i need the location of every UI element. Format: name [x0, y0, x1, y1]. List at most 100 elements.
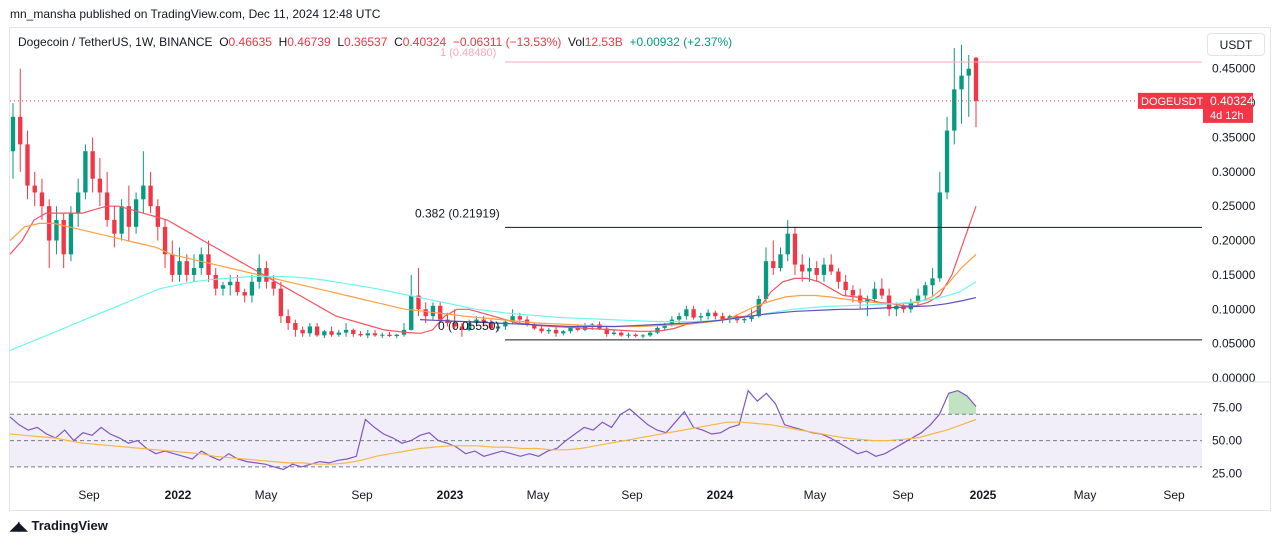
high-value: 0.46739	[287, 35, 331, 49]
moving-average-line	[419, 297, 977, 328]
candle-body	[285, 316, 291, 324]
candle-body	[771, 261, 776, 269]
moving-average-line	[9, 205, 977, 334]
candle-body	[532, 324, 537, 329]
candle-body	[430, 305, 436, 317]
candle-body	[676, 316, 682, 320]
candle-body	[713, 312, 718, 317]
price-tag-countdown: 4d 12h	[1210, 110, 1244, 122]
candle-body	[973, 57, 979, 102]
close-label: C	[394, 35, 403, 49]
price-tick-label: 0.05000	[1212, 337, 1256, 351]
price-tag-bg	[1203, 92, 1253, 123]
candle-body	[54, 219, 59, 241]
candle-body	[61, 219, 66, 255]
candle-body	[416, 295, 421, 310]
candle-body	[611, 332, 617, 335]
time-tick-label: Sep	[1163, 488, 1185, 502]
candle-body	[684, 309, 689, 317]
candle-body	[561, 331, 566, 334]
chart-frame	[9, 27, 1271, 511]
time-tick-label: May	[255, 488, 278, 502]
candle-body	[959, 75, 964, 90]
time-tick-label: Sep	[892, 488, 914, 502]
price-tick-label: 0.45000	[1212, 62, 1256, 76]
candle-body	[452, 323, 457, 327]
time-tick-label: May	[804, 488, 827, 502]
candle-body	[814, 268, 819, 275]
candle-body	[850, 290, 856, 296]
candle-body	[568, 327, 573, 332]
candle-body	[18, 116, 23, 145]
candle-body	[539, 328, 544, 332]
publisher-line: mn_mansha published on TradingView.com, …	[10, 7, 381, 21]
rsi-overbought-fill	[948, 390, 976, 415]
candle-body	[249, 281, 255, 296]
candle-body	[517, 316, 523, 320]
candle-body	[242, 292, 247, 296]
candle-body	[843, 281, 848, 291]
candle-body	[300, 329, 305, 334]
candle-body	[749, 316, 754, 319]
symbol-name: Dogecoin / TetherUS, 1W, BINANCE	[18, 35, 213, 49]
candle-body	[387, 334, 392, 337]
time-tick-label: Sep	[351, 488, 373, 502]
candle-body	[351, 329, 356, 335]
rsi-tick-label: 75.00	[1212, 401, 1242, 415]
candle-body	[488, 323, 494, 329]
high-label: H	[278, 35, 288, 49]
moving-average-line	[9, 222, 977, 328]
candle-body	[162, 226, 168, 255]
candle-body	[329, 331, 334, 335]
candle-body	[372, 333, 378, 336]
candle-body	[553, 329, 559, 334]
time-tick-label: Sep	[621, 488, 643, 502]
price-tick-label: 0.25000	[1212, 199, 1256, 213]
candle-body	[619, 332, 624, 336]
open-label: O	[219, 35, 229, 49]
low-label: L	[337, 35, 345, 49]
candle-body	[879, 288, 885, 296]
candle-body	[662, 324, 667, 328]
candle-body	[126, 206, 132, 227]
candle-body	[966, 68, 971, 76]
price-tag-value: 0.40324	[1210, 94, 1254, 108]
candle-body	[119, 206, 124, 234]
candle-body	[915, 295, 921, 303]
candle-body	[278, 288, 284, 317]
candle-body	[133, 199, 139, 227]
candle-body	[409, 295, 414, 330]
candle-body	[720, 316, 725, 320]
candle-body	[213, 274, 218, 289]
candle-body	[264, 268, 269, 282]
price-tick-label: 0.30000	[1212, 165, 1256, 179]
fib-label-top: 1 (0.48480)	[440, 47, 496, 59]
candle-body	[836, 271, 841, 282]
symbol-tag-label: DOGEUSDT	[1141, 96, 1204, 108]
rsi-ma-line	[9, 418, 977, 465]
candle-body	[75, 192, 81, 214]
price-tick-label: 0.00000	[1212, 371, 1256, 385]
candle-body	[640, 335, 646, 337]
moving-average-line	[9, 275, 977, 352]
candle-body	[322, 331, 327, 336]
time-tick-label: Sep	[78, 488, 100, 502]
candle-body	[220, 285, 226, 289]
candle-body	[271, 281, 276, 289]
candle-body	[604, 328, 609, 335]
candle-body	[155, 206, 160, 227]
price-tick-label: 0.15000	[1212, 268, 1256, 282]
candle-body	[510, 316, 515, 322]
price-tick-label: 0.20000	[1212, 234, 1256, 248]
candle-body	[800, 264, 805, 272]
candle-body	[68, 213, 74, 255]
tradingview-logo-icon: ◢◣	[10, 518, 27, 533]
candle-body	[235, 281, 240, 293]
currency-button[interactable]: USDT	[1207, 33, 1265, 56]
volume-value: 12.53B	[584, 35, 623, 49]
candle-body	[32, 185, 37, 193]
volume-label: Vol	[568, 35, 585, 49]
candle-body	[90, 151, 95, 179]
candle-body	[923, 285, 928, 296]
candle-body	[307, 326, 313, 334]
